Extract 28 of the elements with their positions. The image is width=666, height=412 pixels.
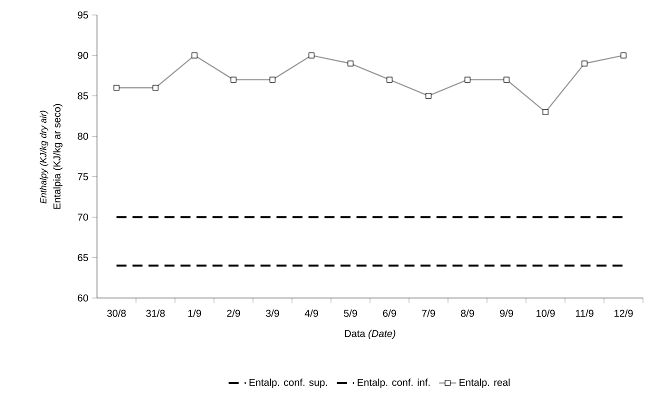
y-tick-label: 70 <box>78 214 88 221</box>
x-tick-label: 11/9 <box>576 310 594 317</box>
x-tick-label: 30/8 <box>107 310 126 317</box>
y-tick-label: 65 <box>78 254 88 262</box>
x-tick-label: 6/9 <box>383 310 396 317</box>
x-tick-label: 1/9 <box>188 310 201 317</box>
x-tick-label: 8/9 <box>460 310 474 317</box>
x-tick-label: 9/9 <box>500 310 513 317</box>
y-tick-label: 75 <box>78 173 88 180</box>
y-tick-label: 80 <box>78 132 88 140</box>
x-tick-label: 4/9 <box>304 310 318 317</box>
x-axis-title: Data (Date) <box>344 330 396 340</box>
legend-label: Entalp. conf. inf. <box>358 378 430 388</box>
x-tick-label: 3/9 <box>266 310 279 317</box>
y-tick-label: 90 <box>78 52 88 59</box>
x-tick-label: 2/9 <box>227 310 240 317</box>
x-tick-label: 12/9 <box>614 310 633 317</box>
y-axis-title: Entalpia (KJ/kg ar seco) <box>53 104 62 209</box>
legend-label: Entalp. real <box>460 378 510 388</box>
legend-label: Entalp. conf. sup. <box>250 378 327 388</box>
x-tick-label: 7/9 <box>422 310 435 317</box>
text: Enthalpy (KJ/kg dry air) <box>40 110 48 204</box>
y-tick-label: 85 <box>78 92 88 100</box>
x-tick-label: 5/9 <box>344 310 357 317</box>
x-tick-label: 10/9 <box>536 310 555 317</box>
y-tick-label: 95 <box>78 11 88 19</box>
y-tick-label: 60 <box>78 294 88 302</box>
x-tick-label: 31/8 <box>146 310 165 317</box>
